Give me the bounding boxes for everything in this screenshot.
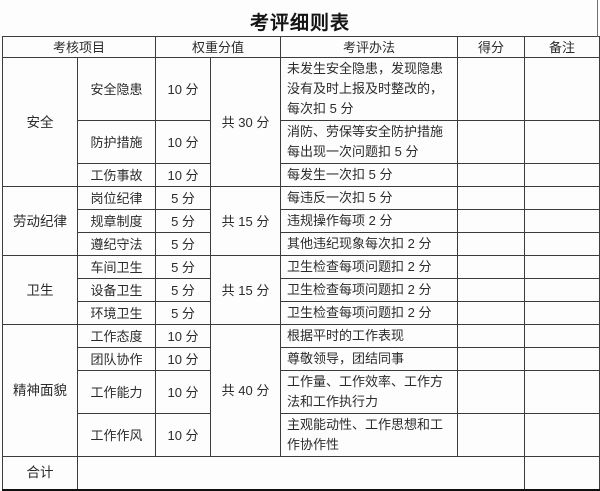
category-safety: 安全 — [2, 57, 78, 187]
method-cell: 消防、劳保等安全防护措施每出现一次问题扣 5 分 — [280, 120, 459, 164]
subtotal-cell-labor-discipline: 共 15 分 — [210, 186, 282, 256]
weight-cell: 10 分 — [155, 347, 212, 371]
score-cell — [457, 347, 526, 371]
weight-cell: 5 分 — [155, 278, 212, 302]
score-cell — [457, 57, 526, 121]
remark-cell — [524, 413, 600, 457]
total-label-cell: 合计 — [2, 456, 78, 490]
score-cell — [457, 209, 526, 233]
sub-item-cell: 工伤事故 — [76, 163, 157, 187]
sub-item-cell: 遵纪守法 — [76, 232, 157, 256]
score-cell — [457, 278, 526, 302]
table-row: 工伤事故 10 分 每发生一次扣 5 分 — [3, 163, 600, 187]
weight-cell: 10 分 — [155, 163, 212, 187]
remark-cell — [524, 232, 600, 256]
page-title: 考评细则表 — [249, 13, 350, 34]
score-cell — [457, 232, 526, 256]
weight-cell: 10 分 — [155, 324, 212, 348]
table-row: 工作能力 10 分 工作量、工作效率、工作方法和工作执行力 — [3, 370, 600, 414]
sub-item-cell: 团队协作 — [76, 347, 157, 371]
table-row: 工作作风 10 分 主观能动性、工作思想和工作协作性 — [3, 413, 600, 457]
remark-cell — [524, 209, 600, 233]
remark-cell — [524, 186, 600, 210]
sub-item-cell: 规章制度 — [76, 209, 157, 233]
remark-cell — [524, 347, 600, 371]
sub-item-cell: 防护措施 — [76, 120, 157, 164]
remark-cell — [524, 163, 600, 187]
weight-cell: 5 分 — [155, 232, 212, 256]
score-cell — [457, 324, 526, 348]
sub-item-cell: 工作作风 — [76, 413, 157, 457]
remark-cell — [524, 120, 600, 164]
sub-item-cell: 安全隐患 — [76, 57, 157, 121]
sub-item-cell: 工作态度 — [76, 324, 157, 348]
table-row: 防护措施 10 分 消防、劳保等安全防护措施每出现一次问题扣 5 分 — [3, 120, 600, 164]
table-row: 卫生 车间卫生 5 分 共 15 分 卫生检查每项问题扣 2 分 — [2, 255, 600, 325]
table-row: 规章制度 5 分 违规操作每项 2 分 — [3, 209, 600, 233]
table-row: 设备卫生 5 分 卫生检查每项问题扣 2 分 — [3, 278, 600, 302]
remark-cell — [524, 370, 600, 414]
score-cell — [457, 186, 526, 210]
sub-item-cell: 设备卫生 — [76, 278, 157, 302]
header-item: 考核项目 — [1, 36, 157, 58]
score-cell — [457, 255, 526, 279]
header-remark: 备注 — [524, 36, 600, 58]
table-header-row: 考核项目 权重分值 考评办法 得分 备注 — [1, 36, 600, 58]
table-row: 精神面貌 工作态度 10 分 共 40 分 根据平时的工作表现 — [2, 324, 600, 457]
weight-cell: 10 分 — [155, 120, 212, 164]
method-cell: 每发生一次扣 5 分 — [280, 163, 459, 187]
total-value-cell — [76, 456, 526, 490]
remark-cell — [524, 57, 600, 121]
weight-cell: 10 分 — [155, 57, 212, 121]
weight-cell: 5 分 — [155, 186, 212, 210]
subtotal-cell-safety: 共 30 分 — [210, 57, 282, 187]
header-method: 考评办法 — [280, 36, 459, 58]
remark-cell — [524, 301, 600, 325]
score-cell — [457, 120, 526, 164]
method-cell: 尊敬领导，团结同事 — [280, 347, 459, 371]
weight-cell: 5 分 — [155, 255, 212, 279]
method-cell: 卫生检查每项问题扣 2 分 — [280, 301, 459, 325]
method-cell: 每违反一次扣 5 分 — [280, 186, 459, 210]
method-cell: 未发生安全隐患，发现隐患没有及时上报及时整改的，每次扣 5 分 — [280, 57, 459, 121]
category-labor-discipline: 劳动纪律 — [2, 186, 78, 256]
category-hygiene: 卫生 — [2, 255, 78, 325]
method-cell: 卫生检查每项问题扣 2 分 — [280, 278, 459, 302]
score-cell — [457, 301, 526, 325]
sub-item-cell: 环境卫生 — [76, 301, 157, 325]
table-row: 劳动纪律 岗位纪律 5 分 共 15 分 每违反一次扣 5 分 — [2, 186, 600, 256]
evaluation-rules-table: 考核项目 权重分值 考评办法 得分 备注 安全 安全隐患 10 分 共 30 分… — [1, 36, 600, 491]
header-weight: 权重分值 — [155, 36, 282, 58]
remark-cell — [524, 324, 600, 348]
weight-cell: 10 分 — [155, 370, 212, 414]
sub-item-cell: 岗位纪律 — [76, 186, 157, 210]
header-score: 得分 — [457, 36, 526, 58]
score-cell — [457, 370, 526, 414]
sub-item-cell: 工作能力 — [76, 370, 157, 414]
table-row: 遵纪守法 5 分 其他违纪现象每次扣 2 分 — [3, 232, 600, 256]
method-cell: 卫生检查每项问题扣 2 分 — [280, 255, 459, 279]
method-cell: 其他违纪现象每次扣 2 分 — [280, 232, 459, 256]
weight-cell: 5 分 — [155, 209, 212, 233]
table-row: 安全 安全隐患 10 分 共 30 分 未发生安全隐患，发现隐患没有及时上报及时… — [2, 57, 600, 187]
page-edge-artifact — [597, 0, 598, 37]
method-cell: 根据平时的工作表现 — [280, 324, 459, 348]
table-row: 环境卫生 5 分 卫生检查每项问题扣 2 分 — [3, 301, 600, 325]
remark-cell — [524, 278, 600, 302]
weight-cell: 5 分 — [155, 301, 212, 325]
subtotal-cell-mental-outlook: 共 40 分 — [210, 324, 282, 457]
weight-cell: 10 分 — [155, 413, 212, 457]
score-cell — [457, 413, 526, 457]
method-cell: 主观能动性、工作思想和工作协作性 — [280, 413, 459, 457]
method-cell: 违规操作每项 2 分 — [280, 209, 459, 233]
score-cell — [457, 163, 526, 187]
method-cell: 工作量、工作效率、工作方法和工作执行力 — [280, 370, 459, 414]
subtotal-cell-hygiene: 共 15 分 — [210, 255, 282, 325]
sub-item-cell: 车间卫生 — [76, 255, 157, 279]
remark-cell — [524, 255, 600, 279]
table-row: 团队协作 10 分 尊敬领导，团结同事 — [3, 347, 600, 371]
category-mental-outlook: 精神面貌 — [2, 324, 78, 457]
